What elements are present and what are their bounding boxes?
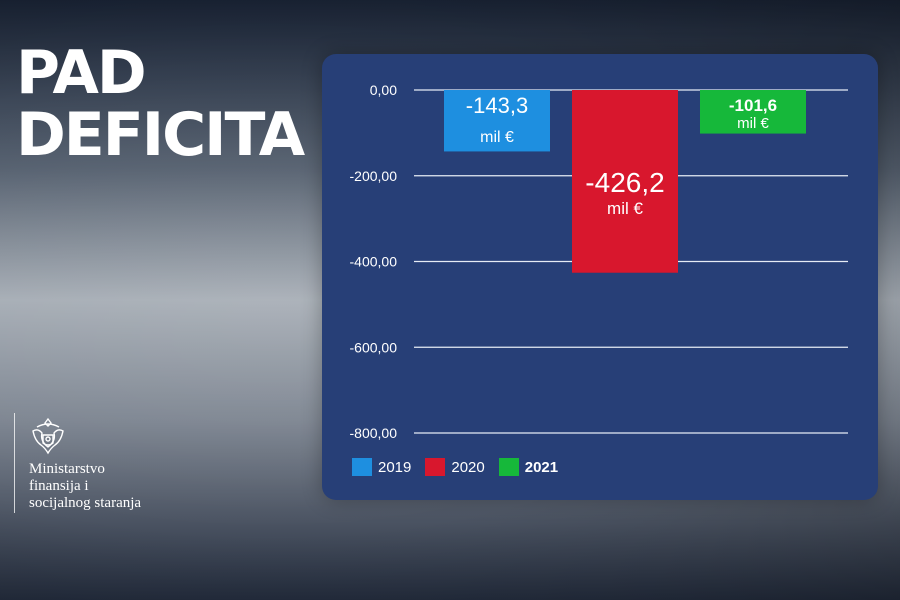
data-label-unit: mil € [480,129,514,146]
y-tick-label: -800,00 [350,425,398,441]
y-tick-label: -400,00 [350,254,398,270]
ministry-logo-block: Ministarstvo finansija i socijalnog star… [14,413,205,513]
legend-label-2021: 2021 [524,458,559,476]
headline-line-1: PAD [16,38,147,108]
data-label-unit: mil € [737,115,769,132]
data-label-unit: mil € [607,199,643,218]
ministry-name: Ministarstvo finansija i socijalnog star… [29,461,141,512]
ministry-name-line-2: finansija i [29,478,89,494]
headline: PAD DEFICITA [16,38,305,170]
y-tick-label: -200,00 [350,168,398,184]
y-tick-label: 0,00 [370,82,397,98]
data-label-value: -101,6 [729,96,777,115]
deficit-bar-chart: 0,00 -200,00 -400,00 -600,00 -800,00 -143,3 mi… [350,82,848,441]
legend-swatch-2021 [498,458,519,476]
data-label-value: -143,3 [466,93,528,118]
bar-2021 [700,90,806,134]
data-label-value: -426,2 [585,167,664,198]
bar-2019 [444,90,550,152]
legend-item-2020: 2020 [425,458,485,476]
coat-of-arms-icon [32,417,64,455]
bar-2020 [572,90,678,273]
legend-label-2020: 2020 [451,458,485,476]
y-tick-label: -600,00 [350,339,398,355]
legend-swatch-2020 [425,458,446,476]
headline-line-2: DEFICITA [16,100,305,170]
chart-legend: 2019 2020 2021 [352,456,572,478]
ministry-name-line-1: Ministarstvo [29,461,105,477]
ministry-name-line-3: socijalnog staranja [29,495,142,511]
legend-item-2021: 2021 [498,458,559,476]
legend-item-2019: 2019 [352,458,411,476]
legend-swatch-2019 [352,458,372,476]
legend-label-2019: 2019 [378,458,412,476]
chart-panel: 0,00 -200,00 -400,00 -600,00 -800,00 -143,3 mi… [322,54,878,500]
